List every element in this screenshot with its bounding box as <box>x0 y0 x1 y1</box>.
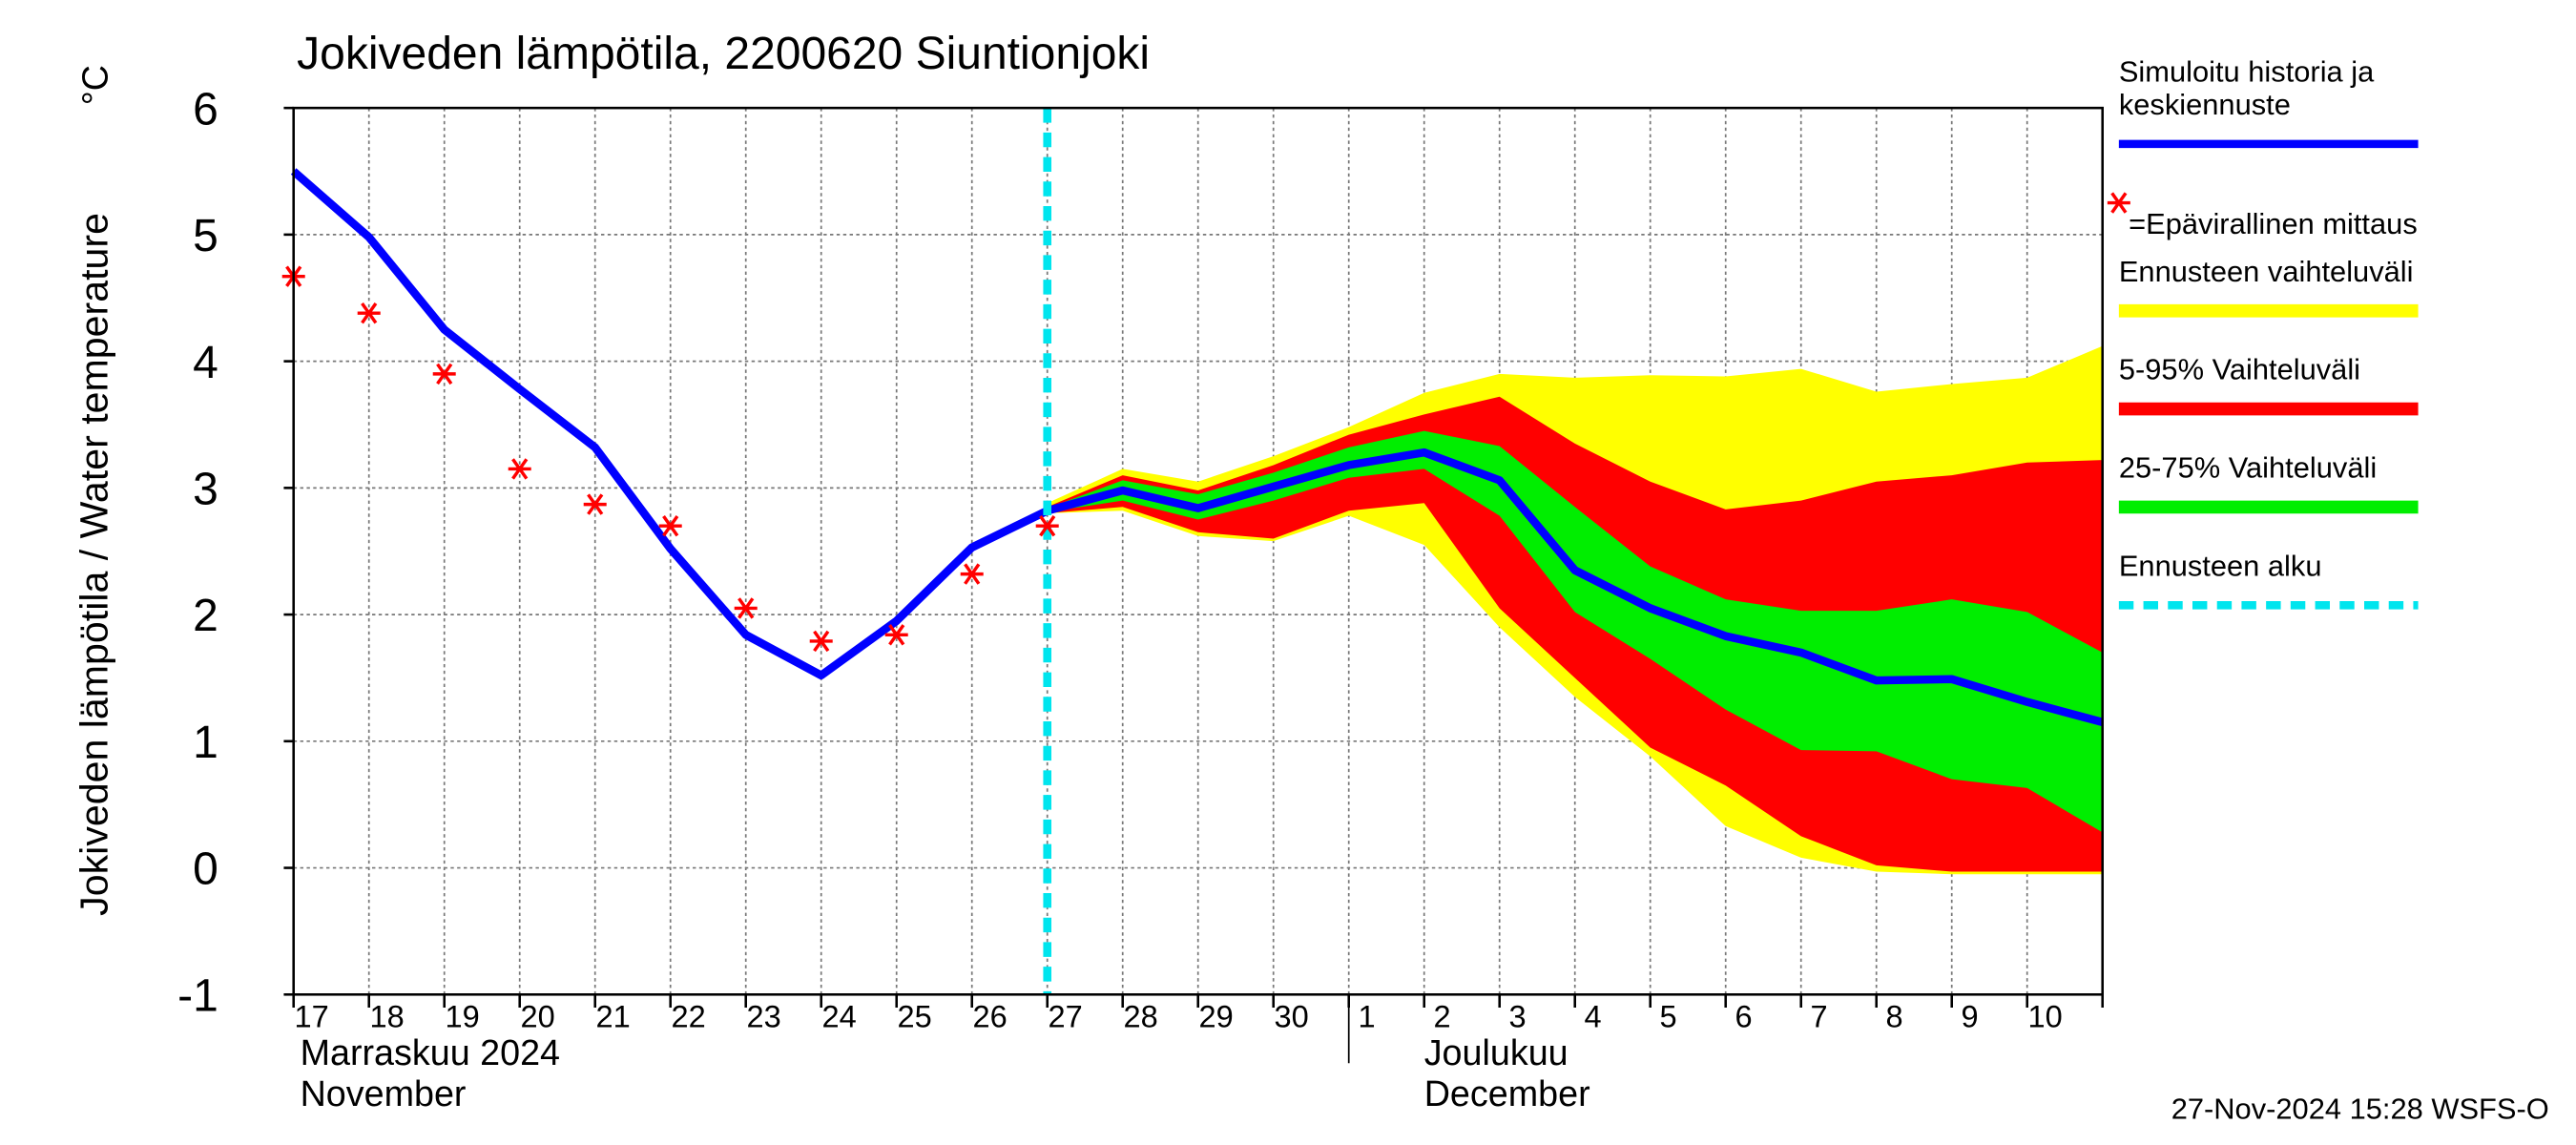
month-label: Marraskuu 2024 <box>301 1032 560 1072</box>
line <box>290 168 2104 727</box>
background <box>6 0 2570 1145</box>
y-tick-label: 1 <box>193 718 218 768</box>
x-tick-label: 21 <box>595 1000 630 1034</box>
x-tick-label: 28 <box>1123 1000 1157 1034</box>
x-tick-label: 1 <box>1359 1000 1376 1034</box>
month-label: November <box>301 1073 467 1114</box>
marker <box>734 597 758 619</box>
band <box>1047 396 2103 872</box>
y-tick-label: 4 <box>193 338 218 388</box>
x-tick-label: 24 <box>821 1000 856 1034</box>
x-tick-label: 8 <box>1886 1000 1903 1034</box>
y-axis-label: Jokiveden lämpötila / Water temperature <box>72 213 115 916</box>
marker <box>1035 514 1059 537</box>
y-tick-label: 3 <box>193 464 218 514</box>
marker <box>432 363 456 385</box>
x-tick-label: 5 <box>1660 1000 1677 1034</box>
legend-label: Ennusteen vaihteluväli <box>2119 255 2414 288</box>
marker <box>960 563 984 585</box>
x-tick-label: 7 <box>1811 1000 1828 1034</box>
month-label: December <box>1424 1073 1590 1114</box>
x-tick-label: 3 <box>1509 1000 1527 1034</box>
x-tick-label: 26 <box>972 1000 1007 1034</box>
marker <box>508 458 531 480</box>
x-tick-label: 17 <box>294 1000 328 1034</box>
plot <box>281 108 2104 995</box>
plot-frame <box>292 106 2104 996</box>
y-tick-label: -1 <box>177 970 218 1021</box>
x-tick-label: 19 <box>445 1000 479 1034</box>
x-tick-label: 25 <box>897 1000 931 1034</box>
x-tick-label: 6 <box>1735 1000 1753 1034</box>
x-tick-label: 10 <box>2027 1000 2062 1034</box>
x-tick-label: 22 <box>671 1000 705 1034</box>
y-axis-unit: °C <box>74 65 114 105</box>
chart-title: Jokiveden lämpötila, 2200620 Siuntionjok… <box>297 29 1150 79</box>
footer: 27-Nov-2024 15:28 WSFS-O <box>2171 1093 2549 1126</box>
band <box>1047 430 2103 833</box>
legend-label: Simuloitu historia ja keskiennuste <box>2119 55 2375 121</box>
legend-label: 25-75% Vaihteluväli <box>2119 451 2377 485</box>
legend-label: 5-95% Vaihteluväli <box>2119 353 2360 386</box>
legend-label: Ennusteen alku <box>2119 549 2322 582</box>
legend: Simuloitu historia ja keskiennuste =Epävir… <box>2107 55 2419 610</box>
x-tick-label: 4 <box>1585 1000 1602 1034</box>
x-tick-label: 2 <box>1434 1000 1451 1034</box>
y-tick-label: 5 <box>193 211 218 261</box>
x-tick-label: 23 <box>746 1000 780 1034</box>
y-tick-label: 0 <box>193 844 218 895</box>
x-tick-label: 20 <box>520 1000 554 1034</box>
y-tick-label: 6 <box>193 84 218 135</box>
x-tick-label: 30 <box>1274 1000 1308 1034</box>
x-tick-label: 18 <box>369 1000 404 1034</box>
legend-marker <box>2107 192 2130 214</box>
y-tick-label: 2 <box>193 591 218 641</box>
marker <box>658 514 682 537</box>
x-tick-label: 27 <box>1048 1000 1082 1034</box>
marker <box>357 302 381 324</box>
x-tick-label: 9 <box>1962 1000 1979 1034</box>
marker <box>809 630 833 653</box>
month-label: Joulukuu <box>1424 1032 1568 1072</box>
marker <box>583 493 607 515</box>
x-tick-label: 29 <box>1198 1000 1233 1034</box>
marker <box>884 624 908 646</box>
legend-label: =Epävirallinen mittaus <box>2129 207 2418 240</box>
